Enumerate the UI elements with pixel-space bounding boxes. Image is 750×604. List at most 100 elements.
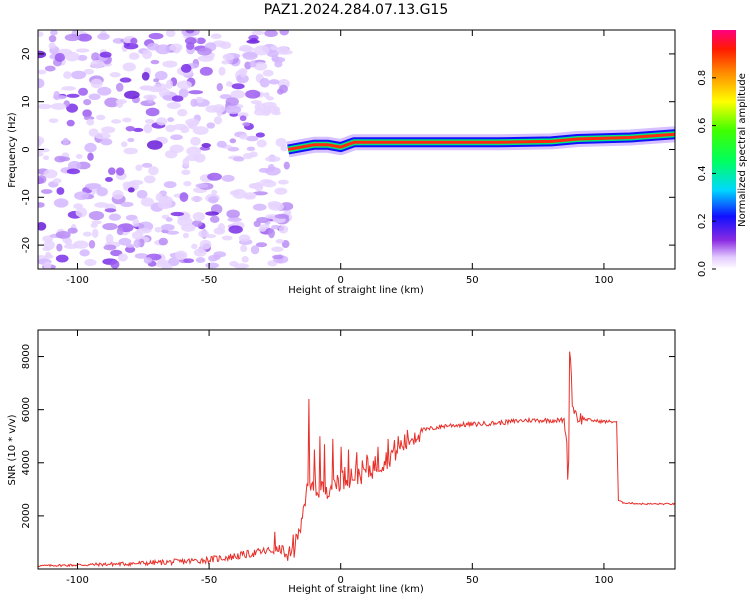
noise-blob <box>176 80 192 90</box>
noise-blob <box>170 211 185 217</box>
noise-blob <box>124 90 140 100</box>
noise-blob <box>195 96 204 104</box>
colorbar-gradient <box>712 30 736 269</box>
noise-blob <box>276 46 289 55</box>
snr-series-line <box>38 351 675 568</box>
noise-blob <box>279 30 289 36</box>
noise-blob <box>281 240 290 249</box>
noise-blob <box>66 168 81 175</box>
noise-blob <box>50 30 58 36</box>
noise-blob <box>77 33 92 42</box>
noise-blob <box>253 220 261 228</box>
noise-blob <box>283 161 290 170</box>
noise-blob <box>48 35 57 43</box>
noise-blob <box>86 118 95 126</box>
noise-blob <box>199 66 213 76</box>
y-tick-label: 4000 <box>21 450 32 475</box>
noise-blob <box>238 234 251 242</box>
noise-blob <box>190 98 198 107</box>
noise-blob <box>166 79 173 90</box>
noise-blob <box>239 134 249 140</box>
noise-blob <box>77 54 88 61</box>
noise-blob <box>177 216 193 227</box>
noise-blob <box>56 243 63 252</box>
noise-blob <box>192 126 209 135</box>
x-axis-ticks: -100 -50 0 50 100 <box>66 330 613 586</box>
noise-blob <box>42 246 51 252</box>
noise-blob <box>228 225 243 234</box>
noise-blob <box>38 50 47 59</box>
noise-blob <box>87 152 94 161</box>
noise-blob <box>64 51 80 62</box>
noise-blob <box>109 72 121 78</box>
noise-blob <box>167 117 175 123</box>
noise-blob <box>184 37 197 45</box>
noise-blob <box>75 154 83 159</box>
colorbar: 0.0 0.2 0.4 0.6 0.8 Normalized spectral ampl… <box>697 30 748 277</box>
noise-blob <box>226 209 240 219</box>
y-tick-label: 8000 <box>21 344 32 369</box>
noise-blob <box>155 193 163 202</box>
noise-blob <box>127 187 135 193</box>
noise-blob <box>225 105 242 115</box>
noise-blob <box>246 146 256 152</box>
noise-blob <box>248 182 263 190</box>
y-tick-label: 20 <box>21 48 32 61</box>
noise-blob <box>271 224 281 230</box>
noise-blob <box>252 203 267 211</box>
noise-blob <box>67 227 78 234</box>
noise-blob <box>154 261 171 268</box>
noise-blob <box>44 65 56 72</box>
noise-blob <box>38 78 45 89</box>
noise-blob <box>156 117 168 126</box>
noise-blob <box>177 108 188 117</box>
noise-blob <box>112 189 124 200</box>
noise-blob <box>265 155 281 163</box>
noise-blob <box>50 103 67 110</box>
noise-blob <box>154 226 162 233</box>
noise-blob <box>250 100 263 105</box>
noise-blob <box>154 70 168 81</box>
noise-blob <box>52 95 67 100</box>
noise-blob <box>75 48 90 53</box>
noise-blob <box>198 230 210 238</box>
noise-blob <box>117 253 128 262</box>
noise-blob <box>88 93 101 101</box>
noise-blob <box>142 49 153 60</box>
noise-blob <box>263 92 270 98</box>
noise-blob <box>249 151 258 158</box>
noise-blob <box>242 51 258 60</box>
noise-blob <box>216 140 227 148</box>
noise-blob <box>132 127 144 133</box>
noise-blob <box>55 230 71 239</box>
noise-blob <box>38 103 52 110</box>
noise-blob <box>63 244 79 250</box>
x-tick-label: 100 <box>594 275 613 286</box>
noise-blob <box>185 118 200 127</box>
noise-blob <box>186 146 202 156</box>
noise-blob <box>135 164 143 171</box>
noise-blob <box>249 60 257 68</box>
noise-blob <box>143 94 157 100</box>
y-tick-label: 6000 <box>21 397 32 422</box>
noise-blob <box>183 181 192 187</box>
noise-blob <box>95 132 111 140</box>
noise-blob <box>88 239 96 249</box>
noise-blob <box>199 239 212 250</box>
noise-blob <box>185 154 200 162</box>
x-tick-label: 50 <box>466 575 479 586</box>
noise-blob <box>205 211 219 216</box>
noise-blob <box>251 30 265 36</box>
noise-blob <box>148 166 159 176</box>
noise-blob <box>124 246 136 253</box>
noise-blob <box>182 232 189 239</box>
noise-blob <box>120 201 134 208</box>
noise-blob <box>169 144 184 154</box>
noise-blob <box>254 102 261 113</box>
noise-blob <box>229 138 237 144</box>
noise-blob <box>165 30 176 38</box>
noise-blob <box>239 69 247 78</box>
noise-blob <box>145 107 160 117</box>
